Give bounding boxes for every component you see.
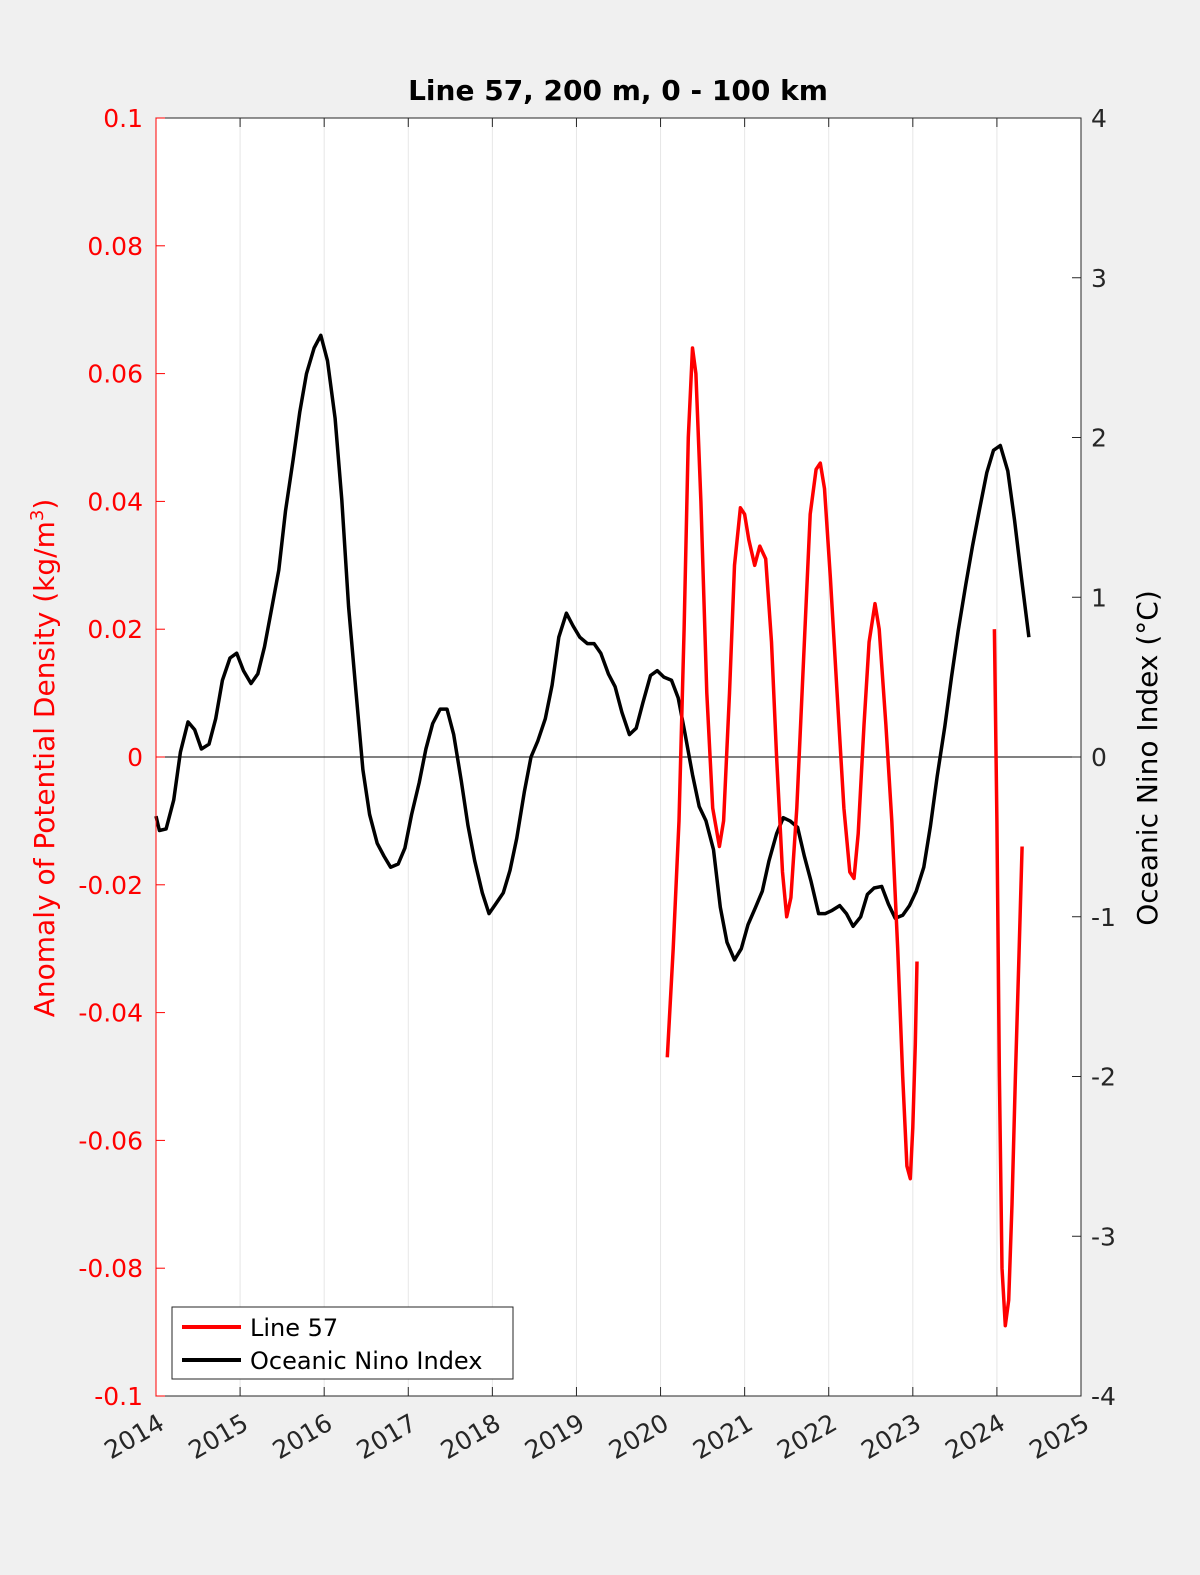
series-line-line57-segment-2: [992, 629, 1024, 1328]
y-axis-label-left-text: Anomaly of Potential Density (kg/m: [28, 521, 61, 1017]
series-line-line57-segment-1: [665, 346, 919, 1181]
y-left-tick-label: -0.06: [78, 1126, 143, 1155]
y-left-tick-label: -0.08: [78, 1254, 143, 1283]
y-left-tick-label: 0.02: [87, 615, 143, 644]
legend-box: [171, 1306, 514, 1380]
series-line-oceanic-nino-index: [154, 333, 1031, 962]
y-right-tick-label: -2: [1091, 1063, 1116, 1092]
legend-label-oni: Oceanic Nino Index: [250, 1347, 482, 1375]
y-right-tick-label: 4: [1091, 104, 1107, 133]
y-right-tick-label: -4: [1091, 1382, 1116, 1411]
y-right-tick-label: 3: [1091, 264, 1107, 293]
y-left-tick-label: -0.1: [94, 1382, 143, 1411]
y-left-tick-label: 0.06: [87, 360, 143, 389]
y-axis-label-left: Anomaly of Potential Density (kg/m3): [27, 499, 61, 1018]
y-left-tick-label: 0: [127, 743, 143, 772]
series-layer: [154, 333, 1031, 1328]
y-right-tick-label: 1: [1091, 583, 1107, 612]
y-right-tick-label: 0: [1091, 743, 1107, 772]
y-left-tick-label: -0.02: [78, 871, 143, 900]
legend-label-line57: Line 57: [250, 1314, 338, 1342]
y-left-tick-label: 0.08: [87, 232, 143, 261]
legend: Line 57 Oceanic Nino Index: [171, 1306, 514, 1380]
y-axis-label-left-close: ): [28, 499, 61, 510]
y-left-tick-label: 0.04: [87, 487, 143, 516]
chart-title: Line 57, 200 m, 0 - 100 km: [408, 74, 828, 107]
y-axis-label-right: Oceanic Nino Index (°C): [1131, 590, 1164, 926]
y-right-tick-label: 2: [1091, 424, 1107, 453]
y-axis-label-left-sup: 3: [27, 510, 48, 521]
y-left-tick-label: 0.1: [103, 104, 143, 133]
y-right-tick-label: -1: [1091, 903, 1116, 932]
y-left-tick-label: -0.04: [78, 999, 143, 1028]
y-right-tick-label: -3: [1091, 1222, 1116, 1251]
